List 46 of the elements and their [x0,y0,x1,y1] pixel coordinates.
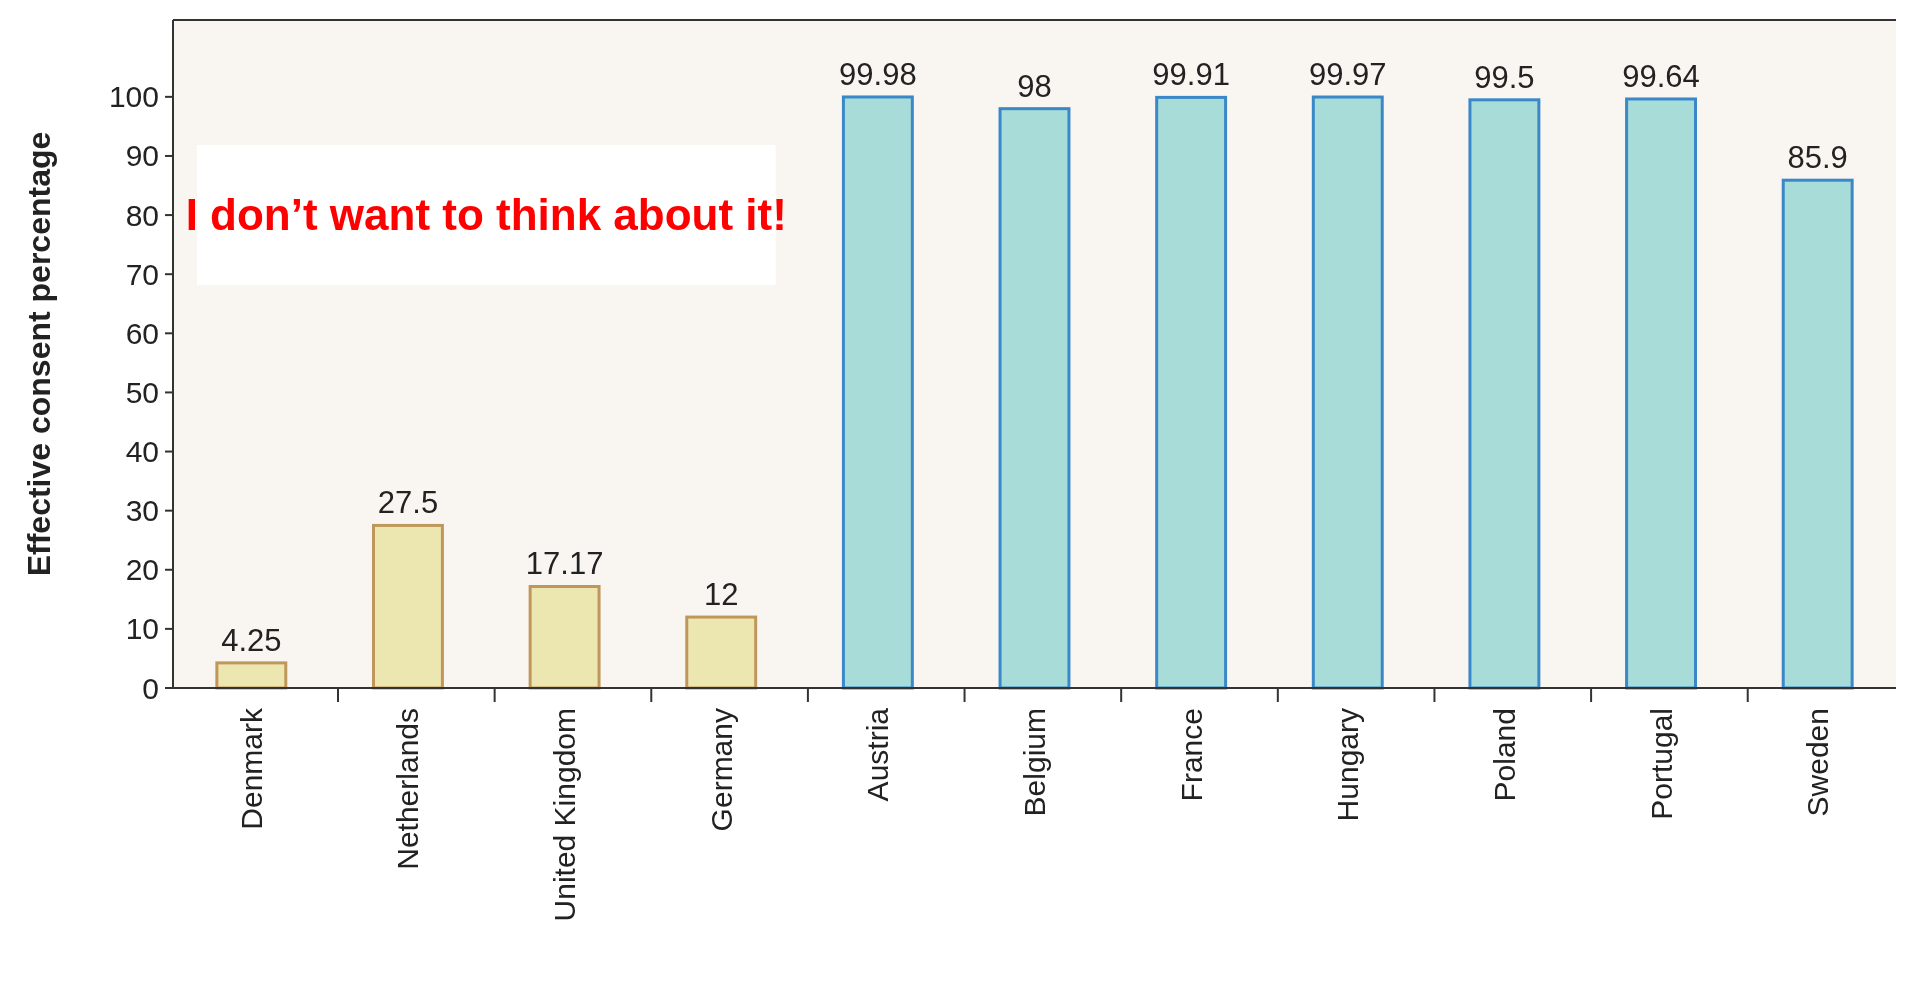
data-label: 85.9 [1787,140,1848,176]
y-axis-title: Effective consent percentage [21,131,57,577]
bar [215,661,288,690]
data-label: 99.98 [839,56,917,92]
bar [1468,98,1541,690]
y-tick-label: 30 [125,494,159,528]
data-label: 99.5 [1474,59,1535,95]
annotation: I don’t want to think about it! [185,190,787,240]
y-tick-label: 40 [125,435,159,469]
y-tick-label: 100 [108,80,159,114]
x-tick-label: Poland [1487,708,1521,802]
y-tick-label: 80 [125,198,159,232]
x-tick-label: United Kingdom [548,708,582,922]
bar [1625,97,1698,690]
y-tick-label: 70 [125,257,159,291]
y-tick-label: 0 [142,671,159,705]
data-label: 99.91 [1152,57,1230,93]
data-label: 4.25 [221,622,282,658]
x-tick-label: Netherlands [391,708,425,870]
bar [1311,95,1384,690]
data-label: 12 [703,577,739,613]
y-tick-label: 90 [125,139,159,173]
bar [1781,178,1854,690]
bar [841,95,914,690]
y-tick-label: 60 [125,316,159,350]
bar [685,615,758,690]
x-tick-label: Germany [704,708,738,832]
x-tick-label: Austria [861,707,895,802]
x-tick-label: France [1174,708,1208,802]
y-tick-label: 50 [125,375,159,409]
y-tick-label: 10 [125,612,159,646]
data-label: 17.17 [525,546,604,582]
x-tick-label: Sweden [1801,708,1835,817]
x-tick-label: Portugal [1644,708,1678,820]
data-label: 99.97 [1308,57,1387,93]
bar [528,585,601,690]
y-tick-label: 20 [125,553,159,587]
data-label: 98 [1017,68,1052,104]
data-label: 99.64 [1622,58,1700,94]
bar [1155,95,1228,690]
x-tick-label: Hungary [1331,708,1365,822]
bar [998,107,1071,690]
x-tick-label: Denmark [234,707,268,830]
data-label: 27.5 [377,485,439,521]
bar [372,523,444,690]
x-tick-label: Belgium [1018,708,1051,817]
